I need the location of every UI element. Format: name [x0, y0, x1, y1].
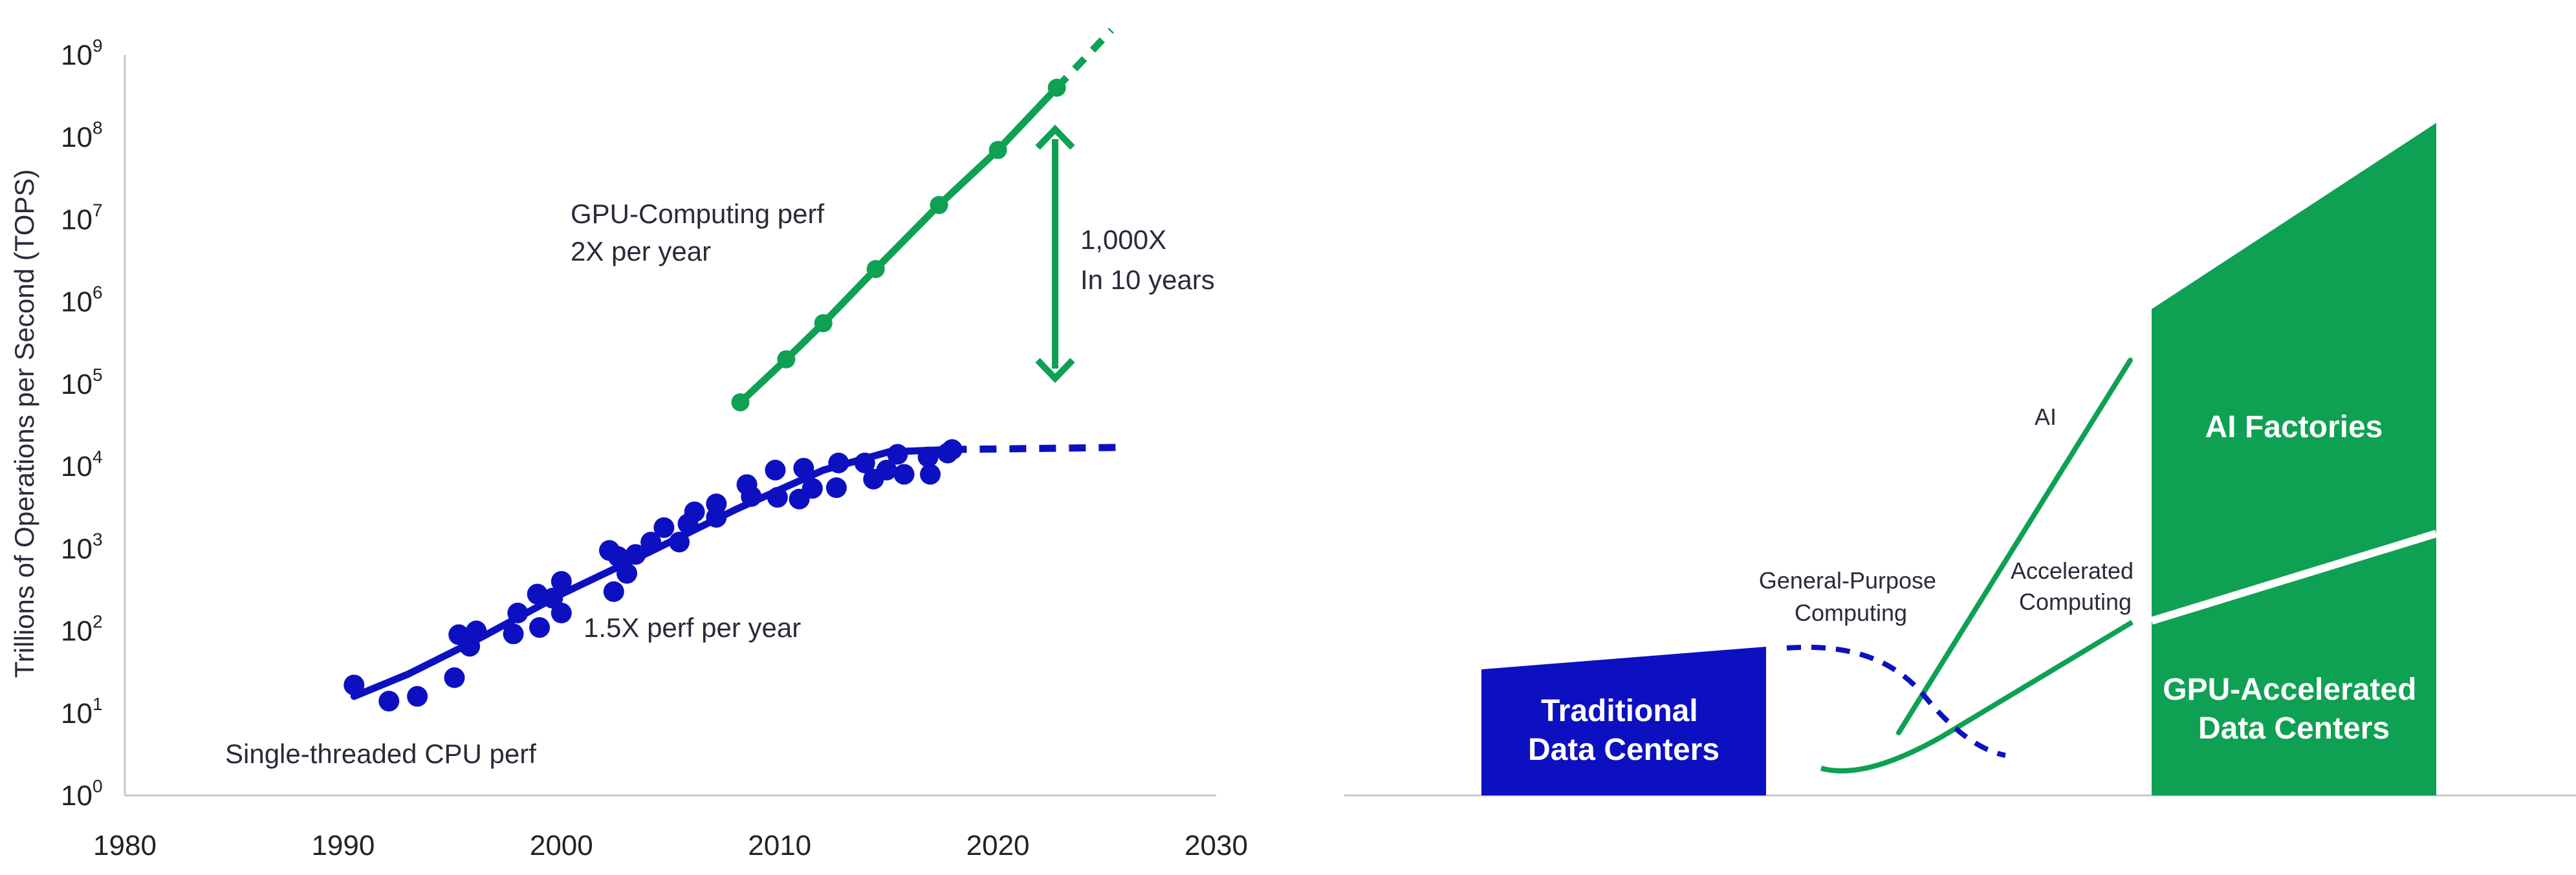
cpu-projection-line [950, 444, 1119, 453]
cpu-point [503, 623, 524, 645]
y-tick-label: 105 [61, 365, 103, 400]
cpu-point [887, 444, 908, 465]
cpu-trend-line [350, 446, 954, 700]
x-tick-label: 2030 [1184, 830, 1248, 861]
gpu-point [777, 350, 796, 369]
gpu-accelerated-label: GPU-Accelerated Data Centers [2163, 673, 2425, 746]
cpu-point [854, 452, 875, 473]
cpu-point [607, 546, 629, 567]
cpu-point [802, 478, 823, 499]
right-diagram: Traditional Data Centers AI Factories GP… [1344, 123, 2576, 797]
cpu-point [529, 617, 551, 638]
cpu-point [828, 452, 849, 473]
cpu-point [603, 581, 624, 602]
block-divider [2150, 530, 2438, 625]
gpu-point [814, 314, 833, 332]
cpu-point [378, 691, 400, 712]
cpu-point [617, 563, 638, 584]
x-tick-label: 2000 [530, 830, 593, 861]
gpu-projection-line [1054, 27, 1114, 91]
annotation-cpu-name: Single-threaded CPU perf [225, 739, 536, 769]
y-tick-label: 109 [61, 36, 103, 71]
ai-factories-label: AI Factories [2205, 410, 2383, 444]
cpu-point [920, 464, 941, 485]
cpu-point [767, 487, 788, 508]
gpu-point [731, 393, 750, 412]
cpu-point [741, 486, 762, 507]
x-tick-label: 1980 [93, 830, 157, 861]
traditional-block [1481, 647, 1766, 795]
x-tick-label: 2020 [966, 830, 1030, 861]
cpu-point [653, 517, 675, 538]
gpu-point [988, 140, 1007, 159]
cpu-point [941, 439, 963, 460]
annotation-gpu-rate: GPU-Computing perf 2X per year [571, 199, 832, 266]
annotation-cpu-rate: 1.5X perf per year [584, 612, 801, 643]
cpu-point [466, 620, 487, 642]
cpu-point [893, 464, 915, 485]
y-axis-title: Trillions of Operations per Second (TOPS… [9, 169, 39, 678]
cpu-point [668, 532, 690, 553]
curve-label-ai: AI [2035, 404, 2057, 430]
left-chart: Trillions of Operations per Second (TOPS… [9, 27, 1248, 861]
cpu-point [765, 459, 786, 481]
curve-label-general: General-Purpose Computing [1759, 567, 1943, 626]
cpu-point [640, 532, 662, 553]
gpu-data-points [731, 78, 1066, 412]
cpu-point [825, 477, 847, 499]
cpu-point [507, 602, 529, 623]
cpu-data-points [344, 439, 963, 712]
gpu-point [1047, 78, 1066, 97]
y-tick-label: 103 [61, 529, 103, 565]
ai-curve [1896, 358, 2133, 735]
traditional-label: Traditional Data Centers [1528, 694, 1719, 767]
x-tick-label: 1990 [311, 830, 375, 861]
y-tick-labels: 100 101 102 103 104 105 106 107 108 109 [61, 36, 103, 812]
ai-factories-block [2152, 123, 2436, 795]
cpu-point [793, 457, 814, 479]
accelerated-curve [1820, 620, 2134, 773]
annotation-gap: 1,000X In 10 years [1080, 224, 1215, 295]
cpu-point [917, 446, 939, 468]
y-tick-label: 108 [61, 118, 103, 153]
curve-label-accelerated: Accelerated Computing [2011, 557, 2140, 615]
cpu-point [344, 675, 365, 696]
y-tick-label: 101 [61, 694, 103, 729]
cpu-point [625, 544, 646, 565]
y-tick-label: 104 [61, 447, 103, 482]
gpu-point [866, 260, 885, 279]
y-tick-label: 100 [61, 776, 103, 812]
cpu-point [407, 686, 428, 707]
cpu-point [876, 459, 897, 481]
gpu-point [930, 196, 948, 215]
cpu-point [684, 501, 705, 523]
y-tick-label: 102 [61, 612, 103, 647]
y-tick-label: 107 [61, 200, 103, 235]
cpu-point [551, 570, 572, 592]
gap-arrow [1035, 124, 1075, 383]
x-tick-label: 2010 [748, 830, 811, 861]
general-purpose-curve [1786, 644, 2006, 758]
cpu-point [706, 506, 727, 528]
x-tick-labels: 1980 1990 2000 2010 2020 2030 [93, 830, 1248, 861]
y-tick-label: 106 [61, 283, 103, 318]
cpu-point [444, 667, 465, 688]
cpu-point [551, 602, 572, 623]
